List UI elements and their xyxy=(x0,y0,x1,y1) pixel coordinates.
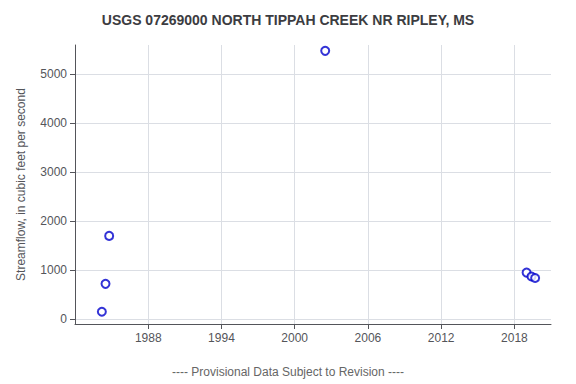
svg-text:Streamflow, in cubic feet per: Streamflow, in cubic feet per second xyxy=(14,88,28,281)
svg-text:2000: 2000 xyxy=(281,331,308,345)
svg-text:2012: 2012 xyxy=(428,331,455,345)
svg-text:3000: 3000 xyxy=(40,165,67,179)
svg-text:1994: 1994 xyxy=(208,331,235,345)
svg-text:---- Provisional Data Subject: ---- Provisional Data Subject to Revisio… xyxy=(172,365,404,379)
svg-text:0: 0 xyxy=(60,312,67,326)
svg-text:1988: 1988 xyxy=(135,331,162,345)
svg-text:1000: 1000 xyxy=(40,263,67,277)
svg-text:5000: 5000 xyxy=(40,67,67,81)
svg-text:4000: 4000 xyxy=(40,116,67,130)
svg-text:2018: 2018 xyxy=(501,331,528,345)
svg-text:2000: 2000 xyxy=(40,214,67,228)
svg-text:2006: 2006 xyxy=(355,331,382,345)
svg-text:USGS 07269000 NORTH TIPPAH CRE: USGS 07269000 NORTH TIPPAH CREEK NR RIPL… xyxy=(102,12,474,28)
